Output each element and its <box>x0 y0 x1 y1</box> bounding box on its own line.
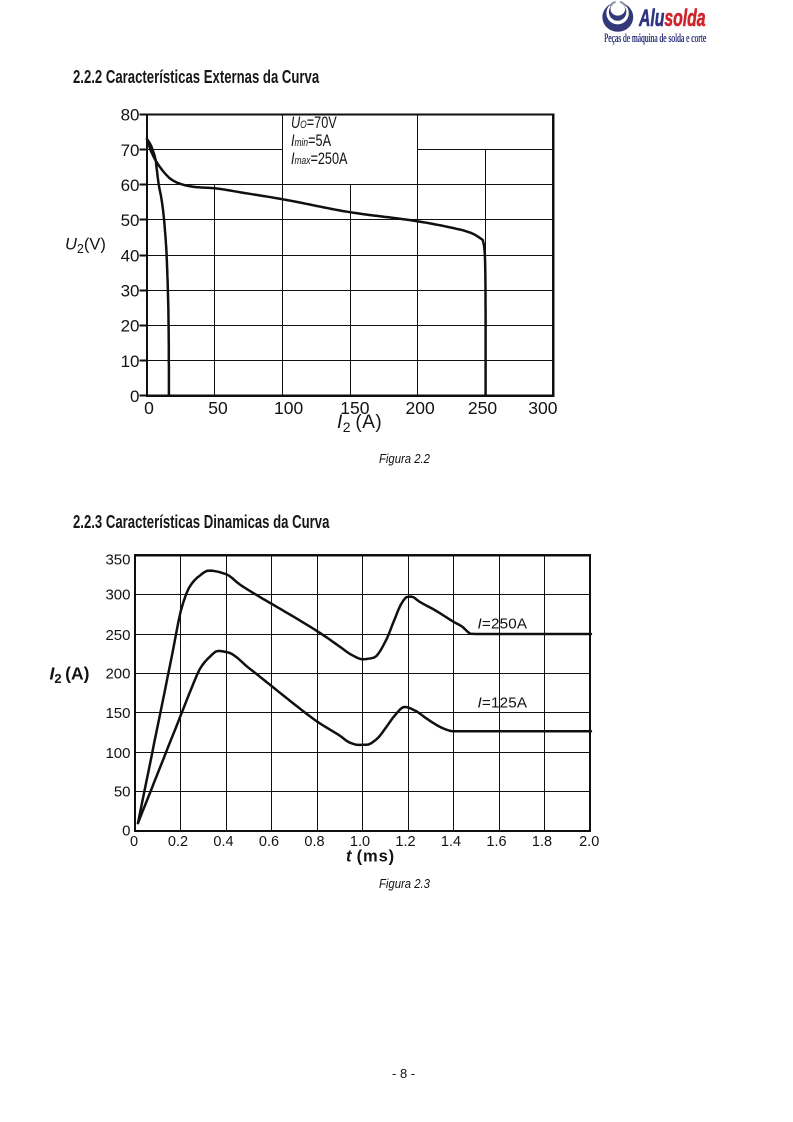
svg-text:I2 (A): I2 (A) <box>50 664 90 687</box>
svg-text:U2(V): U2(V) <box>65 236 106 256</box>
svg-text:0.2: 0.2 <box>168 834 188 850</box>
svg-text:350: 350 <box>105 552 130 569</box>
svg-text:50: 50 <box>114 784 131 801</box>
svg-text:300: 300 <box>105 587 130 604</box>
svg-text:80: 80 <box>121 106 140 125</box>
svg-text:250: 250 <box>105 627 130 644</box>
svg-text:200: 200 <box>405 398 434 418</box>
svg-text:0.8: 0.8 <box>304 834 324 850</box>
svg-text:0.4: 0.4 <box>213 834 233 850</box>
svg-text:0: 0 <box>130 387 139 406</box>
svg-text:1.0: 1.0 <box>350 834 370 850</box>
svg-text:0: 0 <box>122 822 130 839</box>
svg-text:40: 40 <box>121 246 140 265</box>
svg-text:t (ms): t (ms) <box>346 848 395 866</box>
svg-text:150: 150 <box>105 705 130 722</box>
svg-text:1.6: 1.6 <box>486 834 506 850</box>
svg-text:2.0: 2.0 <box>579 834 599 850</box>
svg-text:1.4: 1.4 <box>441 834 461 850</box>
svg-text:70: 70 <box>121 141 140 160</box>
svg-text:I=250A: I=250A <box>478 616 528 633</box>
svg-text:1.8: 1.8 <box>532 834 552 850</box>
svg-text:300: 300 <box>528 398 557 418</box>
svg-text:0: 0 <box>144 398 154 418</box>
svg-text:30: 30 <box>121 281 140 300</box>
svg-text:100: 100 <box>274 398 303 418</box>
svg-text:20: 20 <box>121 317 140 336</box>
svg-text:I2 (A): I2 (A) <box>337 412 382 435</box>
svg-text:60: 60 <box>121 176 140 195</box>
svg-text:50: 50 <box>121 211 140 230</box>
svg-text:10: 10 <box>121 352 140 371</box>
svg-text:100: 100 <box>105 745 130 762</box>
svg-text:0.6: 0.6 <box>259 834 279 850</box>
svg-text:I=125A: I=125A <box>478 695 528 712</box>
svg-text:50: 50 <box>208 398 228 418</box>
svg-text:0: 0 <box>130 834 138 850</box>
svg-text:150: 150 <box>340 398 369 418</box>
svg-text:1.2: 1.2 <box>395 834 415 850</box>
svg-text:250: 250 <box>468 398 497 418</box>
svg-text:200: 200 <box>105 666 130 683</box>
